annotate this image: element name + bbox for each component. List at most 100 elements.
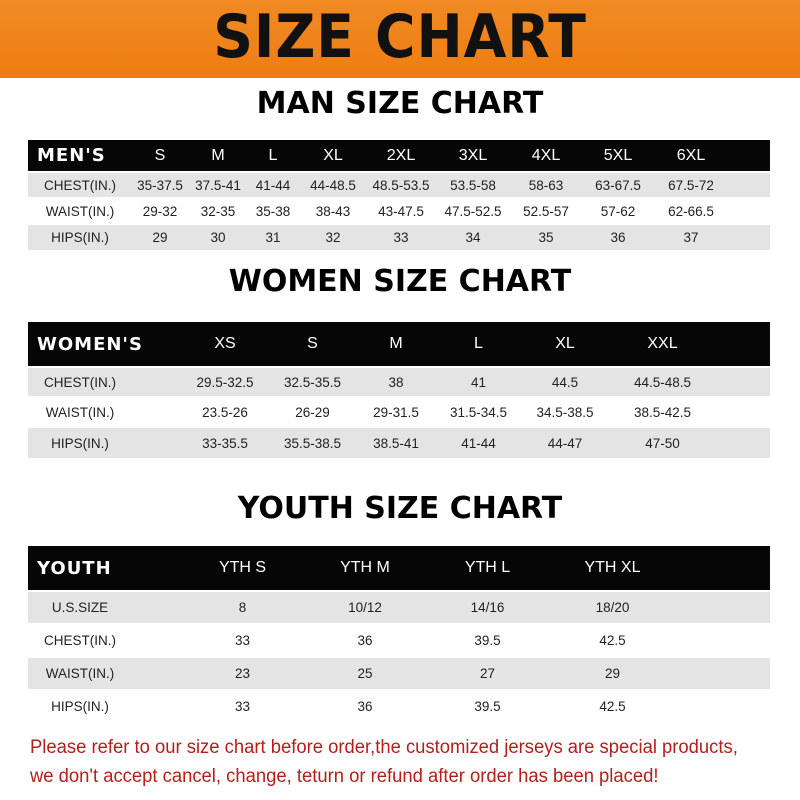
table-cell: 36: [357, 699, 373, 714]
table-cell: 58-63: [528, 177, 564, 193]
size-column-header: 4XL: [531, 146, 561, 164]
table-row: CHEST(IN.) 29.5-32.5 32.5-35.5 38 41 44.5 44.5…: [28, 368, 770, 396]
women-size-table: WOMEN'S XS S M L XL XXL CHEST(IN.) 29.5-32.5 32.5…: [28, 322, 770, 458]
table-cell: 30: [210, 230, 226, 245]
table-cell: 32.5-35.5: [283, 374, 342, 390]
table-cell: 18/20: [595, 600, 630, 615]
table-cell: 10/12: [348, 600, 382, 615]
row-label: WAIST(IN.): [45, 203, 115, 219]
table-cell: 35.5-38.5: [283, 435, 342, 451]
table-cell: 63-67.5: [595, 177, 641, 193]
table-cell: 57-62: [600, 203, 636, 219]
table-cell: 38.5-42.5: [633, 404, 692, 420]
table-cell: 38: [388, 374, 404, 390]
table-row: HIPS(IN.) 33 36 39.5 42.5: [28, 691, 770, 722]
table-cell: 41-44: [255, 177, 291, 193]
order-notice-line-1: Please refer to our size chart before or…: [30, 737, 738, 758]
table-row: U.S.SIZE 8 10/12 14/16 18/20: [28, 592, 770, 623]
table-cell: 52.5-57: [523, 203, 569, 219]
table-cell: 44-47: [547, 435, 583, 451]
table-cell: 62-66.5: [668, 203, 714, 219]
size-column-header: XXL: [647, 335, 678, 352]
row-label: U.S.SIZE: [51, 600, 109, 615]
table-label: YOUTH: [37, 557, 112, 579]
table-cell: 23: [234, 666, 251, 681]
table-row: CHEST(IN.) 35-37.5 37.5-41 41-44 44-48.5 48.5…: [28, 173, 770, 197]
table-label: MEN'S: [37, 145, 106, 166]
table-cell: 23.5-26: [202, 404, 248, 420]
size-column-header: 2XL: [386, 146, 416, 164]
size-column-header: YTH S: [218, 559, 267, 576]
table-cell: 36: [357, 633, 373, 648]
table-cell: 32: [325, 230, 341, 245]
table-cell: 35: [538, 230, 554, 245]
row-label: WAIST(IN.): [45, 404, 115, 420]
table-cell: 29: [604, 666, 621, 681]
table-cell: 8: [238, 600, 247, 615]
table-cell: 41: [470, 374, 487, 390]
size-column-header: L: [474, 335, 483, 352]
youth-section-title: YOUTH SIZE CHART: [237, 491, 563, 526]
table-row: CHEST(IN.) 33 36 39.5 42.5: [28, 625, 770, 656]
table-cell: 14/16: [470, 600, 505, 615]
table-row: HIPS(IN.) 33-35.5 35.5-38.5 38.5-41 41-44 44-…: [28, 428, 770, 458]
size-column-header: 6XL: [676, 146, 706, 164]
size-column-header: M: [389, 335, 403, 352]
youth-header-row: YOUTH YTH S YTH M YTH L YTH XL: [28, 546, 770, 590]
men-size-table: MEN'S S M L XL 2XL 3XL 4XL 5XL 6XL CHEST(IN.) 35-37…: [28, 140, 770, 250]
row-label: HIPS(IN.): [51, 435, 109, 451]
table-cell: 44-48.5: [310, 177, 356, 193]
table-cell: 29.5-32.5: [196, 374, 254, 390]
table-cell: 47.5-52.5: [444, 203, 502, 219]
table-cell: 38.5-41: [373, 435, 419, 451]
row-label: CHEST(IN.): [44, 633, 116, 648]
size-column-header: S: [154, 146, 166, 164]
table-cell: 38-43: [315, 203, 351, 219]
table-cell: 42.5: [599, 699, 626, 714]
table-cell: 31: [265, 230, 281, 245]
table-cell: 43-47.5: [378, 203, 424, 219]
table-cell: 44.5-48.5: [633, 374, 692, 390]
table-cell: 48.5-53.5: [372, 177, 430, 193]
row-label: HIPS(IN.): [51, 699, 109, 714]
table-cell: 39.5: [474, 699, 501, 714]
size-column-header: XL: [323, 146, 343, 164]
table-cell: 34.5-38.5: [536, 404, 594, 420]
size-column-header: YTH L: [464, 559, 511, 576]
table-label: WOMEN'S: [37, 333, 143, 355]
table-cell: 44.5: [551, 374, 579, 390]
table-row: WAIST(IN.) 23.5-26 26-29 29-31.5 31.5-34.5 34…: [28, 398, 770, 426]
table-cell: 35-37.5: [137, 177, 183, 193]
table-row: HIPS(IN.) 29 30 31 32 33 34 35 36 37: [28, 225, 770, 250]
size-column-header: 5XL: [603, 146, 633, 164]
table-cell: 31.5-34.5: [449, 404, 508, 420]
women-header-row: WOMEN'S XS S M L XL XXL: [28, 322, 770, 366]
table-cell: 33: [234, 699, 251, 714]
size-column-header: XS: [214, 335, 236, 352]
row-label: WAIST(IN.): [45, 666, 115, 681]
size-column-header: S: [307, 335, 318, 352]
table-cell: 37: [683, 230, 699, 245]
banner-title: SIZE CHART: [213, 2, 587, 72]
table-cell: 29: [152, 230, 168, 245]
table-cell: 32-35: [200, 203, 236, 219]
men-section-title: MAN SIZE CHART: [256, 86, 544, 121]
table-row: WAIST(IN.) 29-32 32-35 35-38 38-43 43-47.5 47.…: [28, 199, 770, 223]
table-cell: 33-35.5: [202, 435, 248, 451]
order-notice: Please refer to our size chart before or…: [30, 733, 767, 791]
table-cell: 27: [479, 666, 496, 681]
size-column-header: L: [268, 146, 278, 164]
table-cell: 37.5-41: [195, 177, 241, 193]
table-cell: 47-50: [645, 435, 680, 451]
table-cell: 29-32: [142, 203, 178, 219]
table-cell: 36: [610, 230, 626, 245]
table-cell: 42.5: [599, 633, 626, 648]
row-label: CHEST(IN.): [44, 177, 116, 193]
table-cell: 33: [393, 230, 409, 245]
table-cell: 41-44: [461, 435, 496, 451]
size-column-header: M: [211, 146, 225, 164]
table-cell: 53.5-58: [450, 177, 496, 193]
size-column-header: 3XL: [458, 146, 488, 164]
size-column-header: XL: [555, 335, 575, 352]
size-column-header: YTH M: [340, 559, 390, 576]
